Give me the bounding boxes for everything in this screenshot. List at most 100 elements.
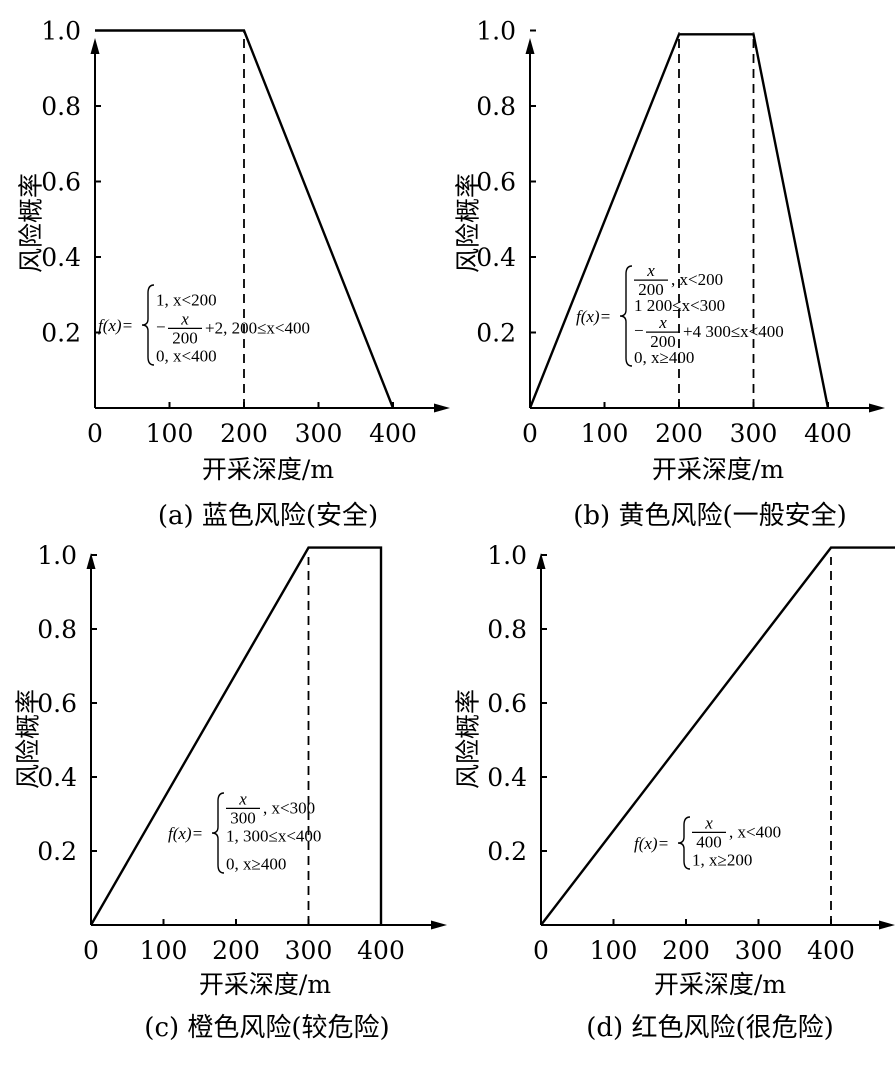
y-tick-label: 1.0: [41, 17, 81, 46]
x-axis-arrow: [879, 920, 895, 930]
x-tick-label: 0: [83, 936, 99, 965]
x-axis-label: 开采深度/m: [199, 970, 331, 999]
x-tick-label: 0: [533, 936, 549, 965]
x-tick-label: 300: [730, 419, 778, 448]
y-axis-arrow: [90, 38, 100, 54]
x-tick-label: 200: [212, 936, 260, 965]
formula-lhs: f(x)=: [576, 307, 611, 326]
y-tick-label: 0.2: [476, 319, 516, 348]
risk-curve: [89, 546, 383, 926]
formula-lhs: f(x)=: [98, 316, 133, 335]
y-tick-label: 0.4: [41, 243, 81, 272]
formula-case: 1, x≥200: [692, 850, 752, 869]
formula-lhs: f(x)=: [634, 834, 669, 853]
y-axis-label: 风险概率: [454, 173, 483, 273]
y-tick-label: 0.8: [37, 615, 77, 644]
formula-case: 0, x≥400: [226, 854, 286, 873]
fraction-denominator: 300: [230, 808, 256, 827]
y-tick-label: 0.6: [487, 689, 527, 718]
formula-case-text: , x<400: [729, 822, 781, 841]
x-tick-label: 300: [735, 936, 783, 965]
fraction-numerator: x: [646, 261, 655, 280]
y-tick-label: 0.2: [41, 319, 81, 348]
fraction-denominator: 200: [638, 280, 664, 299]
y-axis-arrow: [536, 553, 546, 569]
y-tick-label: 0.4: [487, 763, 527, 792]
y-axis-label: 风险概率: [454, 689, 483, 789]
risk-curve: [95, 29, 395, 409]
x-tick-label: 200: [662, 936, 710, 965]
panel-caption: (d) 红色风险(很危险): [586, 1013, 833, 1043]
x-tick-label: 100: [590, 936, 638, 965]
panel-caption: (a) 蓝色风险(安全): [158, 501, 378, 531]
x-tick-label: 400: [369, 419, 417, 448]
fraction-numerator: x: [180, 309, 189, 328]
formula-case: 1, x<200: [156, 290, 217, 309]
x-tick-label: 400: [804, 419, 852, 448]
fraction-denominator: 400: [696, 832, 722, 851]
formula-case-text: 0, x≥400: [634, 348, 694, 367]
y-tick-label: 0.4: [476, 243, 516, 272]
formula-case: 1, 300≤x<400: [226, 826, 321, 845]
x-axis-arrow: [434, 403, 450, 413]
x-tick-label: 100: [146, 419, 194, 448]
x-tick-label: 400: [357, 936, 405, 965]
fraction-numerator: x: [704, 813, 713, 832]
y-tick-label: 1.0: [476, 17, 516, 46]
risk-curve: [528, 33, 830, 409]
y-tick-label: 0.8: [487, 615, 527, 644]
x-axis-label: 开采深度/m: [652, 455, 784, 484]
x-tick-label: 400: [807, 936, 855, 965]
fraction-numerator: x: [658, 313, 667, 332]
formula-case-text: +2, 200≤x<400: [205, 318, 310, 337]
y-tick-label: 1.0: [487, 541, 527, 570]
panel-caption: (c) 橙色风险(较危险): [144, 1013, 389, 1043]
y-tick-label: 0.2: [487, 837, 527, 866]
formula-case: 0, x≥400: [634, 348, 694, 367]
x-tick-label: 100: [140, 936, 188, 965]
x-tick-label: 0: [87, 419, 103, 448]
formula-case-text: 0, x≥400: [226, 854, 286, 873]
x-axis-arrow: [431, 920, 447, 930]
y-tick-label: 0.6: [41, 168, 81, 197]
fraction-numerator: x: [238, 789, 247, 808]
y-tick-label: 0.2: [37, 837, 77, 866]
formula-sign: −: [634, 321, 644, 340]
y-axis-label: 风险概率: [17, 173, 46, 273]
x-tick-label: 200: [220, 419, 268, 448]
y-tick-label: 0.6: [476, 168, 516, 197]
y-tick-label: 0.4: [37, 763, 77, 792]
formula-case-text: 1, x≥200: [692, 850, 752, 869]
x-tick-label: 100: [581, 419, 629, 448]
y-axis-arrow: [525, 38, 535, 54]
formula-case-text: 1 200≤x<300: [634, 296, 725, 315]
formula-case: 1 200≤x<300: [634, 296, 725, 315]
formula-lhs: f(x)=: [168, 824, 203, 843]
formula-case-text: 1, 300≤x<400: [226, 826, 321, 845]
x-axis-label: 开采深度/m: [202, 455, 334, 484]
fraction-denominator: 200: [650, 332, 676, 351]
brace-icon: [619, 265, 633, 367]
brace-icon: [141, 284, 155, 366]
y-axis-label: 风险概率: [14, 689, 43, 789]
formula-case: 0, x<400: [156, 346, 217, 365]
formula-case-text: , x<200: [671, 270, 723, 289]
x-tick-label: 300: [295, 419, 343, 448]
brace-icon: [211, 792, 225, 874]
y-tick-label: 0.8: [476, 92, 516, 121]
y-tick-label: 1.0: [37, 541, 77, 570]
formula-case-text: +4 300≤x<400: [683, 322, 784, 341]
